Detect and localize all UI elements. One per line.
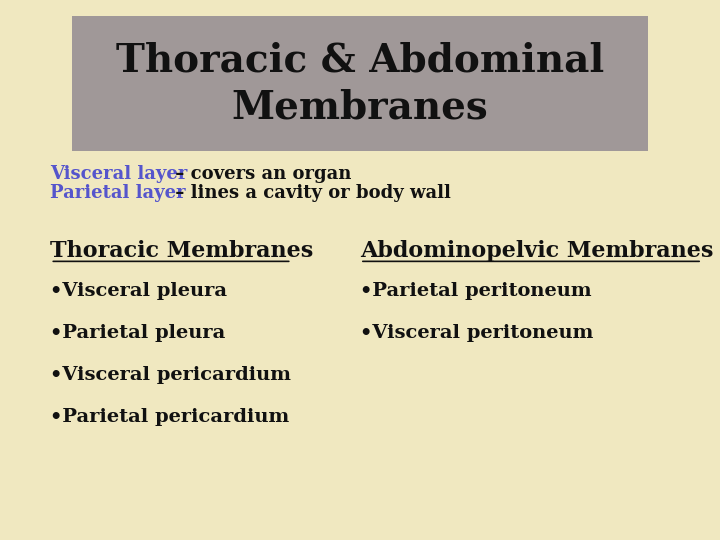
FancyBboxPatch shape: [72, 16, 648, 151]
Text: •Visceral pleura: •Visceral pleura: [50, 281, 228, 300]
Text: – lines a cavity or body wall: – lines a cavity or body wall: [169, 184, 451, 202]
Text: – covers an organ: – covers an organ: [169, 165, 351, 183]
Text: Abdominopelvic Membranes: Abdominopelvic Membranes: [360, 240, 714, 262]
Text: Thoracic Membranes: Thoracic Membranes: [50, 240, 314, 262]
Text: •Visceral pericardium: •Visceral pericardium: [50, 366, 292, 384]
Text: Parietal layer: Parietal layer: [50, 184, 186, 202]
Text: •Parietal peritoneum: •Parietal peritoneum: [360, 281, 592, 300]
Text: •Parietal pleura: •Parietal pleura: [50, 323, 226, 342]
Text: •Visceral peritoneum: •Visceral peritoneum: [360, 323, 593, 342]
Text: Visceral layer: Visceral layer: [50, 165, 188, 183]
Text: Thoracic & Abdominal
Membranes: Thoracic & Abdominal Membranes: [116, 41, 604, 126]
Text: •Parietal pericardium: •Parietal pericardium: [50, 408, 289, 426]
